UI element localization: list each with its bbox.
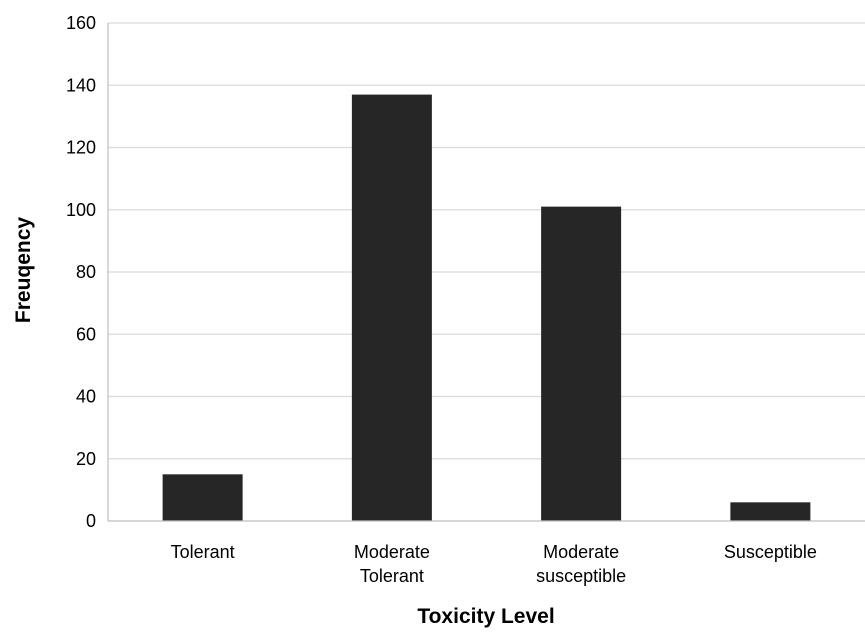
x-tick-label: Tolerant [171,542,235,562]
y-tick-label: 20 [76,449,96,469]
bar [351,94,432,522]
y-tick-label: 80 [76,262,96,282]
axes [107,23,865,522]
y-tick-label: 40 [76,387,96,407]
y-tick-label: 120 [66,138,96,158]
x-tick-label: Moderate Tolerant [354,542,430,586]
y-tick-label: 60 [76,324,96,344]
bars [162,94,811,522]
gridlines [108,22,865,460]
y-axis-title: Freuqency [12,217,35,324]
bar [730,502,811,521]
labels: 0 20 40 60 80 100 120 140 160 Tolerant Moderate Tol… [66,13,817,586]
y-tick-label: 100 [66,200,96,220]
bar [162,474,243,521]
y-tick-label: 160 [66,13,96,33]
x-tick-label: Moderate susceptible [536,542,626,586]
bar [541,206,622,521]
x-tick-label: Susceptible [724,542,817,562]
x-axis-title: Toxicity Level [417,605,554,628]
y-tick-label: 0 [86,511,96,531]
y-tick-label: 140 [66,75,96,95]
